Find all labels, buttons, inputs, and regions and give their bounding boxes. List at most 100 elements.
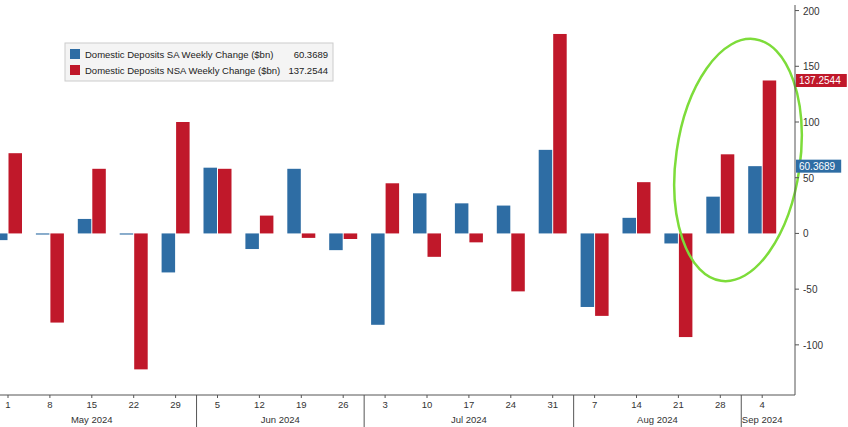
bar [371, 233, 385, 324]
bar [218, 169, 232, 234]
x-tick [259, 395, 260, 398]
x-tick [427, 395, 428, 398]
legend-value: 137.2544 [288, 65, 328, 76]
x-tick [91, 395, 92, 398]
bar [413, 193, 427, 233]
y-tick [795, 66, 799, 67]
x-tick-label: 22 [128, 399, 139, 410]
x-tick-label: 3 [382, 399, 387, 410]
bar [553, 34, 567, 233]
bar [162, 233, 176, 272]
y-tick-label: 200 [803, 6, 820, 17]
bar [497, 206, 511, 234]
x-tick [678, 395, 679, 398]
value-tag-label: 137.2544 [799, 75, 841, 86]
x-tick [720, 395, 721, 398]
bar [344, 233, 358, 239]
bar [748, 166, 762, 233]
x-tick-label: 28 [715, 399, 726, 410]
bar [595, 233, 609, 315]
chart: -100-50050100150200181522295121926310172… [0, 0, 848, 427]
x-tick-label: 5 [215, 399, 220, 410]
x-tick-label: 7 [592, 399, 597, 410]
highlight-ellipse [660, 31, 817, 290]
y-tick-label: 0 [803, 228, 809, 239]
x-tick [510, 395, 511, 398]
y-tick-label: -50 [803, 284, 818, 295]
bar [134, 233, 148, 369]
y-tick-label: 50 [803, 173, 815, 184]
month-label: Jun 2024 [261, 414, 300, 425]
bar [92, 169, 106, 234]
y-tick [795, 233, 799, 234]
y-tick-label: -100 [803, 340, 823, 351]
bar [9, 153, 23, 233]
value-tag-label: 60.3689 [799, 161, 836, 172]
bar [176, 122, 190, 233]
x-tick [762, 395, 763, 398]
x-tick [175, 395, 176, 398]
x-tick [8, 395, 9, 398]
x-tick-label: 12 [254, 399, 265, 410]
legend-value: 60.3689 [294, 49, 328, 60]
bar [120, 233, 134, 234]
y-tick-label: 150 [803, 61, 820, 72]
x-tick [49, 395, 50, 398]
bar [204, 168, 218, 234]
x-tick-label: 29 [170, 399, 181, 410]
bar [455, 203, 469, 233]
legend-label: Domestic Deposits NSA Weekly Change ($bn… [85, 65, 280, 76]
x-tick-label: 17 [464, 399, 475, 410]
legend-box [65, 43, 333, 81]
bar [706, 197, 720, 234]
bar [581, 233, 595, 307]
bar [511, 233, 525, 291]
x-tick-label: 26 [338, 399, 349, 410]
x-tick [343, 395, 344, 398]
bar [245, 233, 259, 249]
x-tick-label: 24 [506, 399, 517, 410]
x-tick-label: 14 [631, 399, 642, 410]
value-tag [796, 74, 847, 87]
x-tick-label: 1 [5, 399, 10, 410]
bar [287, 169, 301, 234]
bar [0, 233, 8, 240]
y-tick [795, 289, 799, 290]
legend-swatch [70, 65, 80, 75]
bar [721, 154, 735, 233]
x-tick-label: 8 [47, 399, 52, 410]
value-tag [796, 160, 841, 173]
month-label: May 2024 [71, 414, 113, 425]
month-separator [196, 395, 197, 427]
x-tick [301, 395, 302, 398]
x-tick-label: 21 [673, 399, 684, 410]
x-tick [594, 395, 595, 398]
bar [78, 219, 92, 233]
bar [623, 218, 637, 234]
bar [763, 80, 777, 233]
bar [329, 233, 343, 250]
month-separator [364, 395, 365, 427]
y-tick [795, 344, 799, 345]
x-tick-label: 15 [87, 399, 98, 410]
x-tick-label: 10 [422, 399, 433, 410]
y-tick-label: 100 [803, 117, 820, 128]
month-label: Sep 2024 [742, 414, 783, 425]
x-tick-label: 31 [547, 399, 558, 410]
bar [637, 182, 651, 233]
legend-swatch [70, 49, 80, 59]
month-label: Jul 2024 [451, 414, 487, 425]
bar [302, 233, 316, 237]
legend-label: Domestic Deposits SA Weekly Change ($bn) [85, 49, 273, 60]
bar [664, 233, 678, 243]
x-tick [552, 395, 553, 398]
x-tick [468, 395, 469, 398]
bar [539, 150, 553, 234]
month-separator [573, 395, 574, 427]
bar [260, 216, 274, 234]
bars [0, 34, 776, 369]
bar [469, 233, 483, 242]
bar [386, 183, 400, 233]
bar [36, 233, 50, 234]
x-tick [385, 395, 386, 398]
